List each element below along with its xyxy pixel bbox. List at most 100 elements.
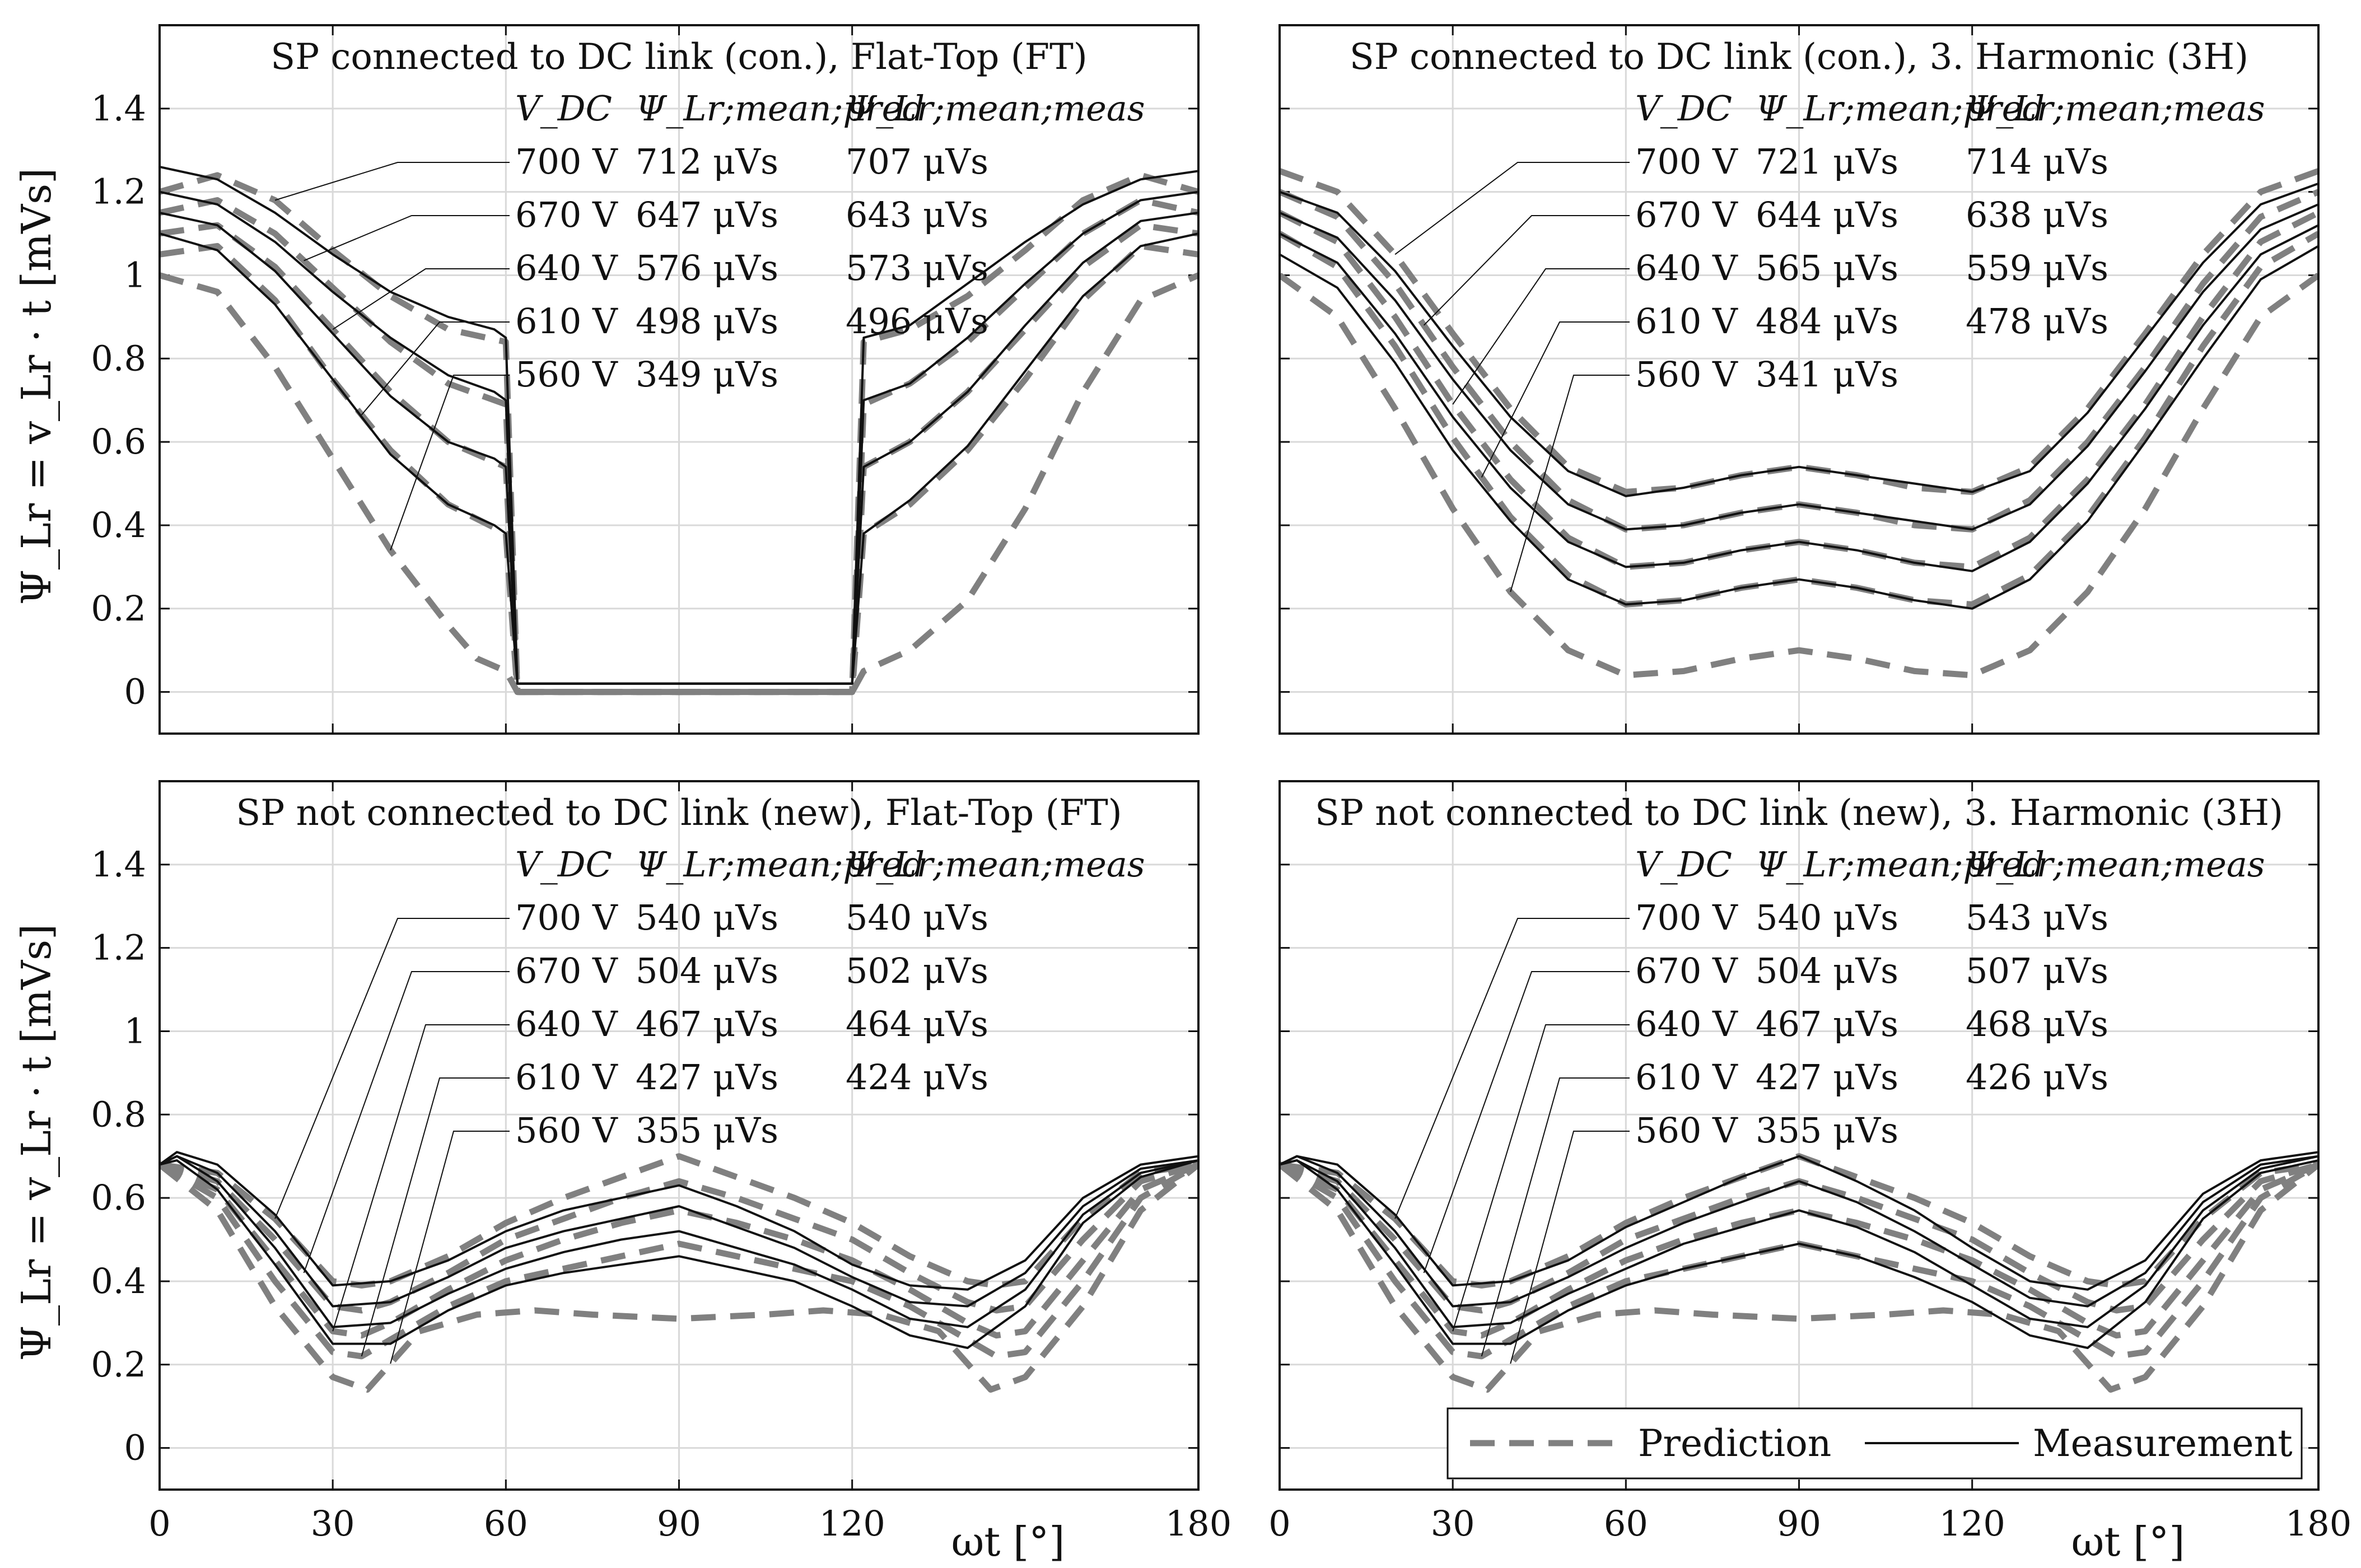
measurement-line-670 [160,1155,1198,1308]
table-pred: 484 μVs [1756,301,1898,342]
leader-line [332,1024,510,1332]
series-group [160,1151,1198,1393]
table-meas: 573 μVs [846,248,988,288]
x-tick-label: 0 [1268,1503,1290,1544]
table-vdc: 560 V [515,1110,618,1151]
y-tick-label: 0.8 [91,1094,146,1135]
leader-line [1481,1077,1630,1357]
table-vdc: 640 V [515,1004,618,1044]
prediction-line-560 [1280,273,2318,679]
table-vdc: 700 V [1635,141,1738,182]
legend-prediction-label: Prediction [1638,1422,1831,1465]
table-header-meas: Ψ_Lr;mean;meas [846,844,1145,885]
y-tick-label: 0.4 [91,505,146,545]
y-tick-label: 1.4 [91,88,146,129]
table-vdc: 610 V [515,301,618,342]
leader-line [332,268,510,330]
table-pred: 349 μVs [636,354,778,395]
axes-box [158,780,1200,1491]
table-pred: 647 μVs [636,194,778,235]
leader-line [303,971,510,1273]
panel-title: SP connected to DC link (con.), Flat-Top… [270,36,1087,78]
table-vdc: 670 V [515,950,618,991]
table-meas: 543 μVs [1966,897,2108,938]
measurement-line-700 [1280,182,2318,497]
x-tick-label: 90 [1777,1503,1821,1544]
leader-line [274,918,510,1219]
chart-panel-3h_new: 0 30 60 90 120 180 SP not connected to DC link… [1268,780,2351,1544]
y-tick-label: 0.2 [91,588,146,629]
table-pred: 504 μVs [1756,950,1898,991]
series-group [1280,1151,2318,1393]
table-vdc: 610 V [1635,301,1738,342]
y-tick-label: 0.8 [91,338,146,379]
prediction-line-670 [160,1161,1198,1314]
table-meas: 540 μVs [846,897,988,938]
panel-title: SP not connected to DC link (new), Flat-… [236,792,1122,834]
table-pred: 427 μVs [1756,1057,1898,1098]
measurement-line-670 [1280,1155,2318,1308]
table-pred: 540 μVs [1756,897,1898,938]
x-tick-label: 90 [657,1503,701,1544]
table-pred: 540 μVs [636,897,778,938]
leader-line [390,1131,510,1364]
y-tick-label: 0.4 [91,1261,146,1301]
series-group [1280,168,2318,679]
prediction-line-560 [160,272,1198,696]
table-vdc: 670 V [515,194,618,235]
table-pred: 721 μVs [1756,141,1898,182]
prediction-line-640 [160,1161,1198,1339]
leader-line [1452,268,1630,405]
table-header-vdc: V_DC [515,844,612,885]
prediction-line-610 [160,1161,1198,1360]
table-vdc: 700 V [515,897,618,938]
measurement-line-610 [1280,1159,2318,1349]
table-header-vdc: V_DC [1635,844,1732,885]
table-pred: 576 μVs [636,248,778,288]
measurement-line-640 [160,1155,1198,1328]
table-vdc: 700 V [515,141,618,182]
table-meas: 464 μVs [846,1004,988,1044]
leader-line [361,321,510,416]
x-tick-label: 180 [2285,1503,2351,1544]
table-meas: 468 μVs [1966,1004,2108,1044]
table-meas: 707 μVs [846,141,988,182]
table-pred: 565 μVs [1756,248,1898,288]
x-tick-label: 0 [148,1503,170,1544]
measurement-line-670 [1280,203,2318,531]
table-pred: 355 μVs [1756,1110,1898,1151]
table-vdc: 560 V [515,354,618,395]
table-vdc: 640 V [1635,248,1738,288]
legend: Prediction Measurement [1447,1407,2303,1480]
table-pred: 427 μVs [636,1057,778,1098]
table-header-pred: Ψ_Lr;mean;pred [636,844,925,885]
table-vdc: 610 V [1635,1057,1738,1098]
table-vdc: 700 V [1635,897,1738,938]
x-tick-label: 30 [311,1503,355,1544]
table-vdc: 670 V [1635,194,1738,235]
leader-line [304,215,510,262]
table-vdc: 610 V [515,1057,618,1098]
table-pred: 712 μVs [636,141,778,182]
x-axis-label-left: ωt [°] [951,1518,1065,1565]
leader-line [1394,162,1630,255]
table-pred: 504 μVs [636,950,778,991]
table-meas: 714 μVs [1966,141,2108,182]
series-group [160,166,1198,696]
x-tick-label: 180 [1165,1503,1231,1544]
measurement-line-610 [160,1159,1198,1349]
table-meas: 496 μVs [846,301,988,342]
x-tick-label: 60 [484,1503,528,1544]
table-pred: 467 μVs [1756,1004,1898,1044]
table-pred: 355 μVs [636,1110,778,1151]
leader-line [1423,971,1630,1273]
y-tick-label: 1.4 [91,844,146,885]
y-tick-label: 1 [124,254,146,295]
measurement-line-640 [1280,1155,2318,1328]
table-header-meas: Ψ_Lr;mean;meas [1966,88,2265,129]
prediction-line-610 [160,242,1198,696]
table-pred: 341 μVs [1756,354,1898,395]
y-tick-label: 0.2 [91,1344,146,1385]
panel-title: SP connected to DC link (con.), 3. Harmo… [1350,36,2248,78]
